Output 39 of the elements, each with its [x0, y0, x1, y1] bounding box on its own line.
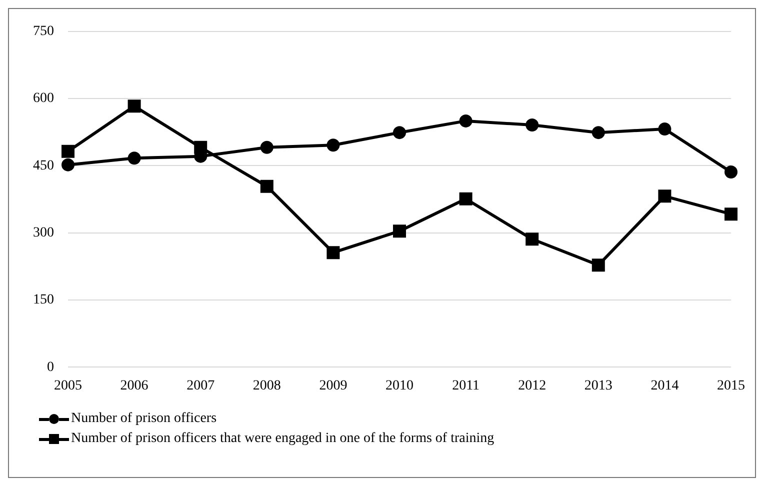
point	[326, 246, 340, 260]
x-tick-label: 2006	[120, 378, 148, 394]
x-tick-label: 2013	[584, 378, 612, 394]
point	[260, 140, 274, 154]
y-tick-label: 450	[33, 158, 54, 174]
x-tick-label: 2007	[186, 378, 215, 394]
point	[724, 165, 738, 178]
x-tick-label: 2010	[386, 378, 414, 394]
x-tick-label: 2011	[452, 378, 480, 394]
legend-label: Number of prison officers that were engaged in one of the forms of training	[71, 430, 494, 448]
point	[592, 126, 605, 140]
point	[724, 208, 738, 221]
point	[393, 224, 406, 238]
x-tick-label: 2005	[54, 378, 82, 394]
x-tick-label: 2008	[252, 378, 281, 394]
x-tick-label: 2009	[319, 378, 348, 394]
point	[128, 100, 141, 113]
point	[658, 190, 672, 203]
y-tick-label: 600	[33, 91, 54, 106]
point	[526, 232, 539, 246]
point	[128, 152, 141, 165]
x-tick-label: 2012	[518, 378, 546, 394]
point	[592, 258, 605, 272]
x-tick-label: 2015	[717, 378, 745, 394]
y-tick-label: 0	[47, 360, 54, 375]
y-tick-label: 750	[33, 24, 54, 40]
legend-label: Number of prison officers	[71, 410, 217, 428]
point	[62, 144, 74, 158]
point	[260, 180, 274, 193]
point	[459, 192, 472, 206]
y-tick-label: 150	[33, 292, 54, 308]
point	[459, 114, 472, 128]
point	[326, 138, 340, 152]
y-tick-label: 300	[33, 226, 54, 241]
point	[526, 118, 539, 132]
point	[658, 122, 672, 136]
point	[62, 158, 74, 172]
point	[393, 126, 406, 140]
x-tick-label: 2014	[650, 378, 679, 394]
